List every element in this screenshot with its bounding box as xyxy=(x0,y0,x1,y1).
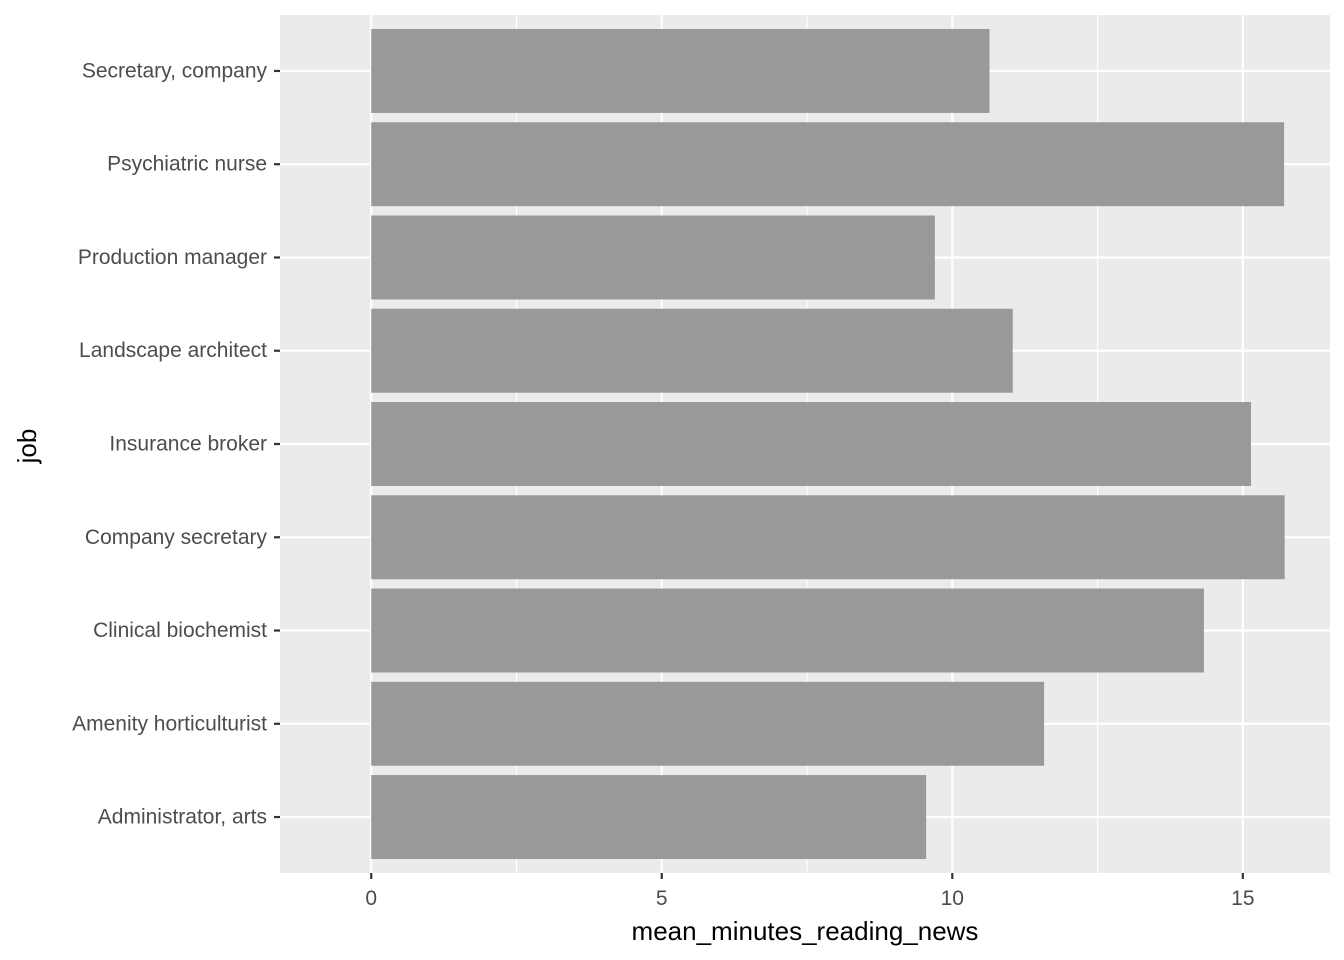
y-tick-label: Amenity horticulturist xyxy=(72,712,267,735)
bars xyxy=(371,28,1285,860)
bar xyxy=(371,215,935,300)
bar xyxy=(371,495,1285,580)
y-tick-label: Administrator, arts xyxy=(98,806,267,829)
x-tick-label: 0 xyxy=(365,887,377,910)
bar xyxy=(371,28,990,113)
y-tick-label: Landscape architect xyxy=(79,339,267,362)
y-tick-label: Clinical biochemist xyxy=(93,619,267,642)
y-axis: Administrator, arts Amenity horticulturis… xyxy=(72,59,280,829)
bar xyxy=(371,588,1204,673)
y-axis-title: job xyxy=(12,429,42,465)
x-axis: 0 5 10 15 xyxy=(365,873,1255,910)
bar xyxy=(371,122,1285,207)
y-tick-label: Insurance broker xyxy=(109,433,267,456)
x-tick-label: 5 xyxy=(656,887,668,910)
y-tick-label: Company secretary xyxy=(85,526,268,549)
bar xyxy=(371,308,1013,393)
y-tick-label: Psychiatric nurse xyxy=(107,153,267,176)
bar xyxy=(371,681,1045,766)
bar xyxy=(371,402,1251,486)
bar xyxy=(371,775,927,860)
x-tick-label: 10 xyxy=(941,887,964,910)
x-axis-title: mean_minutes_reading_news xyxy=(632,916,979,946)
y-tick-label: Secretary, company xyxy=(82,59,268,82)
y-tick-label: Production manager xyxy=(78,246,267,269)
x-tick-label: 15 xyxy=(1231,887,1254,910)
